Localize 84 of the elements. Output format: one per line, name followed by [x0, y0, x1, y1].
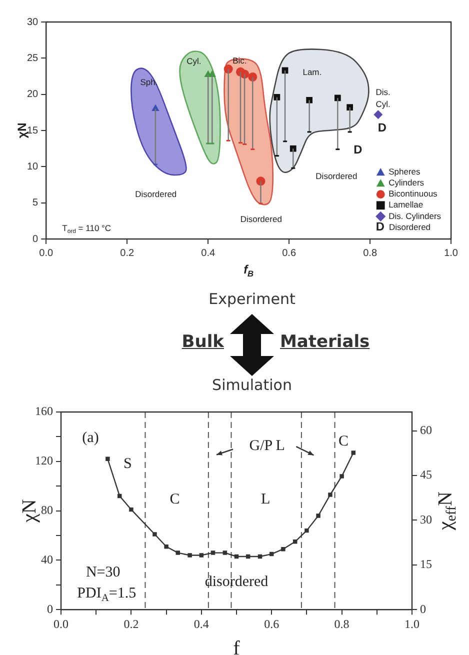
point [340, 474, 344, 478]
text: Bulk [182, 332, 224, 352]
y-tick-label: 0 [32, 234, 39, 245]
point [292, 540, 298, 544]
x-tick-label: 0.6 [282, 248, 296, 259]
x-tick-label: 0.4 [194, 616, 209, 631]
point [176, 550, 180, 555]
y-tick-label: 160 [35, 404, 53, 418]
annotation: C [170, 492, 180, 508]
annotation: Lam. [302, 66, 322, 77]
point [188, 553, 192, 558]
legend-label: Dis. Cylinders [388, 210, 442, 221]
y-tick-label: 30 [27, 16, 39, 28]
x-tick-label: 0.6 [264, 616, 280, 631]
legend-label: Spheres [388, 166, 420, 177]
y-tick-label: 0 [47, 602, 53, 616]
x-axis-title: f [233, 637, 240, 655]
annotation: Disordered [240, 214, 282, 224]
point [281, 546, 286, 552]
y-tick-label: 5 [32, 198, 39, 209]
y-tick-label: 120 [35, 454, 53, 468]
y2-tick-label: 30 [420, 512, 432, 526]
y-tick-label: 40 [41, 552, 53, 566]
y2-tick-label: 60 [420, 422, 432, 437]
annotation: Disordered [316, 171, 358, 182]
annotation: G/P L [249, 438, 285, 454]
y2-tick-label: 0 [420, 602, 426, 616]
annotation: Cyl. [186, 56, 202, 66]
annotation: Disordered [135, 189, 177, 200]
y-tick-label: 80 [41, 502, 53, 517]
y-tick-label: 10 [27, 161, 39, 172]
point [152, 104, 160, 112]
point [199, 553, 204, 558]
point [152, 532, 157, 536]
x-tick-label: 1.0 [444, 248, 458, 259]
annotation: D [354, 142, 363, 156]
annotation: Dis. [376, 87, 390, 98]
y2-tick-label: 15 [420, 557, 432, 572]
point [210, 550, 216, 555]
point [164, 544, 168, 549]
annotation: Disordered [388, 222, 431, 232]
y-axis-title: χN [15, 122, 30, 138]
annotation: C [338, 434, 349, 450]
text: Materials [280, 332, 370, 352]
point [248, 72, 258, 82]
legend-label: Lamellae [388, 200, 424, 210]
point [222, 550, 228, 555]
y-tick-label: 15 [27, 125, 39, 136]
annotation: N=30 [86, 564, 120, 580]
point [304, 528, 309, 533]
x-tick-label: 1.0 [404, 616, 420, 631]
legend-label: Bicontinuous [388, 188, 438, 199]
y2-tick-label: 45 [420, 468, 432, 482]
x-tick-label: 0.0 [54, 616, 68, 631]
x-tick-label: 0.4 [201, 248, 216, 259]
point [328, 492, 332, 497]
annotation: D [378, 120, 387, 135]
y-tick-label: 25 [27, 52, 39, 64]
x-tick-label: 0.0 [39, 248, 54, 259]
annotation: L [261, 492, 270, 508]
y2-axis-title: χeffN [434, 491, 460, 532]
annotation: Sph. [140, 77, 158, 88]
x-tick-label: 0.2 [124, 616, 139, 631]
annotation: D [376, 220, 385, 234]
annotation: Bic. [232, 55, 247, 66]
y-axis-title: χN [18, 499, 40, 524]
annotation: disordered [204, 574, 269, 590]
point [290, 145, 296, 152]
x-tick-label: 0.8 [334, 616, 350, 631]
annotation: S [124, 456, 132, 472]
x-tick-label: 0.2 [120, 248, 134, 259]
point [106, 456, 110, 462]
legend-label: Cylinders [388, 178, 424, 188]
point [316, 514, 320, 518]
point [374, 110, 383, 120]
text: Experiment [208, 290, 296, 308]
point [351, 450, 356, 455]
x-tick-label: 0.8 [363, 248, 378, 259]
point [274, 94, 280, 100]
text: Simulation [212, 376, 292, 394]
annotation: (a) [82, 430, 99, 446]
y-tick-label: 20 [27, 89, 39, 100]
annotation: Cyl. [376, 98, 390, 109]
point [129, 507, 134, 512]
